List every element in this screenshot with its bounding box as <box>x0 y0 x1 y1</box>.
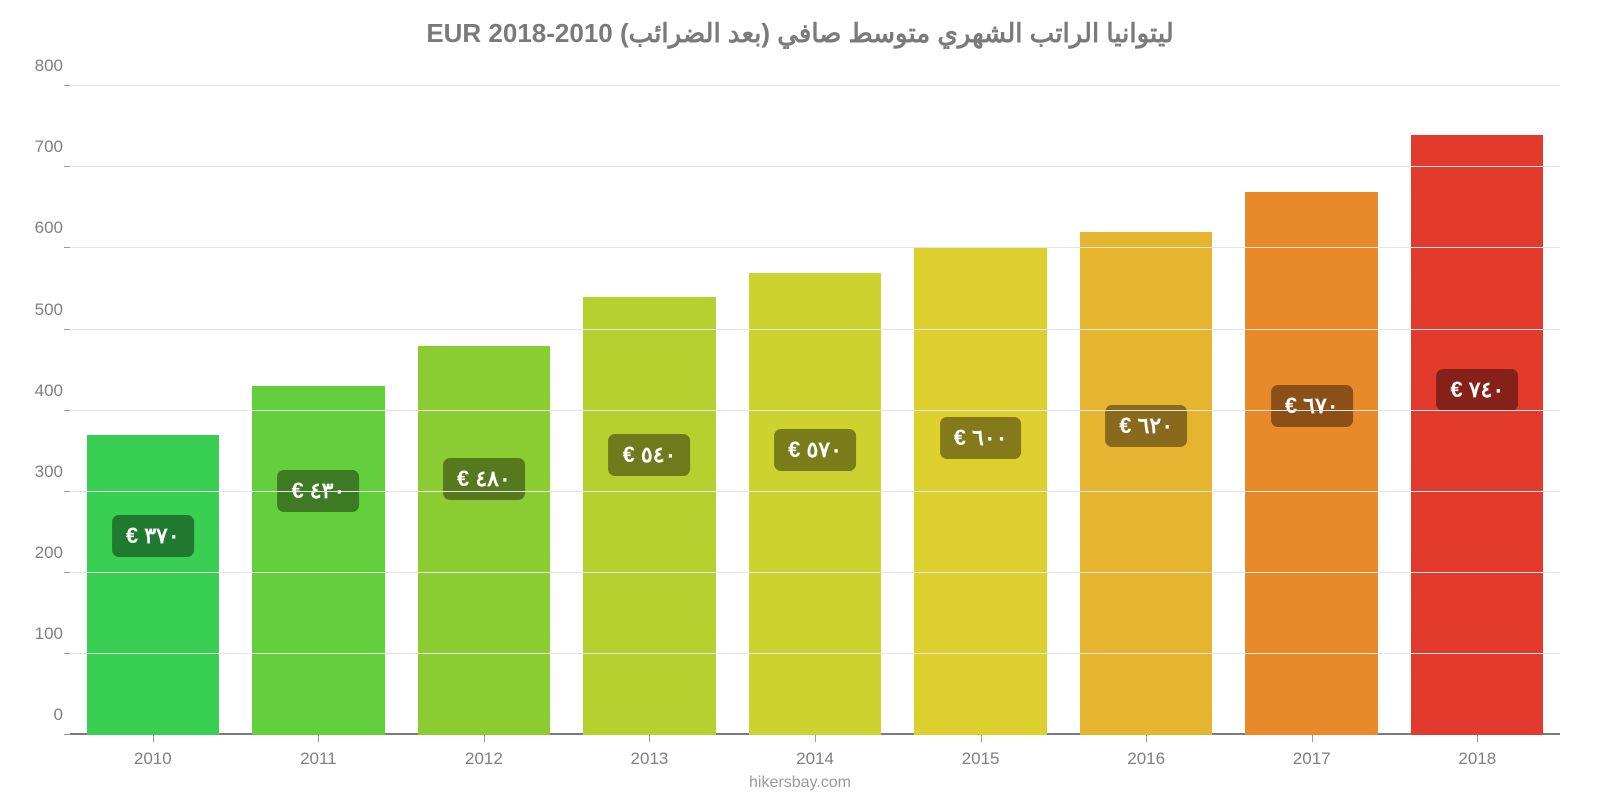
grid-line <box>70 85 1560 86</box>
value-badge: ٦٧٠ € <box>1271 385 1353 427</box>
value-badge: ٤٨٠ € <box>443 458 525 500</box>
y-tick-label: 0 <box>15 705 63 725</box>
bar <box>1080 232 1212 735</box>
y-tick-mark <box>64 491 70 492</box>
x-tick-label: 2013 <box>567 735 733 769</box>
y-tick-label: 200 <box>15 543 63 563</box>
y-tick-mark <box>64 734 70 735</box>
grid-line <box>70 329 1560 330</box>
grid-line <box>70 247 1560 248</box>
salary-chart: ليتوانيا الراتب الشهري متوسط صافي (بعد ا… <box>0 0 1600 800</box>
y-tick-mark <box>64 653 70 654</box>
value-badge: ٦٠٠ € <box>940 417 1022 459</box>
value-badge: ٦٢٠ € <box>1105 405 1187 447</box>
value-badge: ٣٧٠ € <box>112 515 194 557</box>
plot-area: ٣٧٠ €2010٤٣٠ €2011٤٨٠ €2012٥٤٠ €2013٥٧٠ … <box>70 70 1560 735</box>
y-tick-label: 400 <box>15 381 63 401</box>
x-tick-label: 2018 <box>1395 735 1561 769</box>
x-tick-label: 2014 <box>732 735 898 769</box>
bar <box>418 346 550 735</box>
x-tick-label: 2016 <box>1063 735 1229 769</box>
value-badge: ٥٤٠ € <box>609 434 691 476</box>
y-tick-label: 600 <box>15 218 63 238</box>
bar-slot: ٧٤٠ €2018 <box>1395 70 1561 735</box>
bar-slot: ٦٧٠ €2017 <box>1229 70 1395 735</box>
y-tick-label: 300 <box>15 462 63 482</box>
y-tick-mark <box>64 329 70 330</box>
bar-slot: ٤٣٠ €2011 <box>236 70 402 735</box>
y-tick-mark <box>64 166 70 167</box>
grid-line <box>70 653 1560 654</box>
chart-title: ليتوانيا الراتب الشهري متوسط صافي (بعد ا… <box>0 18 1600 49</box>
bar <box>1411 135 1543 735</box>
x-tick-label: 2012 <box>401 735 567 769</box>
bar <box>252 386 384 735</box>
bar-slot: ٦٠٠ €2015 <box>898 70 1064 735</box>
bar-slot: ٦٢٠ €2016 <box>1063 70 1229 735</box>
bar <box>583 297 715 735</box>
x-tick-label: 2011 <box>236 735 402 769</box>
attribution-text: hikersbay.com <box>0 774 1600 792</box>
bar-slot: ٣٧٠ €2010 <box>70 70 236 735</box>
bar <box>749 273 881 735</box>
y-tick-mark <box>64 85 70 86</box>
grid-line <box>70 491 1560 492</box>
y-tick-label: 700 <box>15 137 63 157</box>
bar-slot: ٤٨٠ €2012 <box>401 70 567 735</box>
x-tick-label: 2015 <box>898 735 1064 769</box>
grid-line <box>70 410 1560 411</box>
y-tick-label: 500 <box>15 300 63 320</box>
bar-slot: ٥٤٠ €2013 <box>567 70 733 735</box>
y-tick-label: 800 <box>15 56 63 76</box>
y-tick-mark <box>64 572 70 573</box>
y-tick-mark <box>64 410 70 411</box>
y-tick-label: 100 <box>15 624 63 644</box>
x-tick-label: 2010 <box>70 735 236 769</box>
value-badge: ٧٤٠ € <box>1436 369 1518 411</box>
x-tick-label: 2017 <box>1229 735 1395 769</box>
grid-line <box>70 166 1560 167</box>
bar-slot: ٥٧٠ €2014 <box>732 70 898 735</box>
bars-container: ٣٧٠ €2010٤٣٠ €2011٤٨٠ €2012٥٤٠ €2013٥٧٠ … <box>70 70 1560 735</box>
y-tick-mark <box>64 247 70 248</box>
bar <box>87 435 219 735</box>
grid-line <box>70 572 1560 573</box>
value-badge: ٥٧٠ € <box>774 429 856 471</box>
